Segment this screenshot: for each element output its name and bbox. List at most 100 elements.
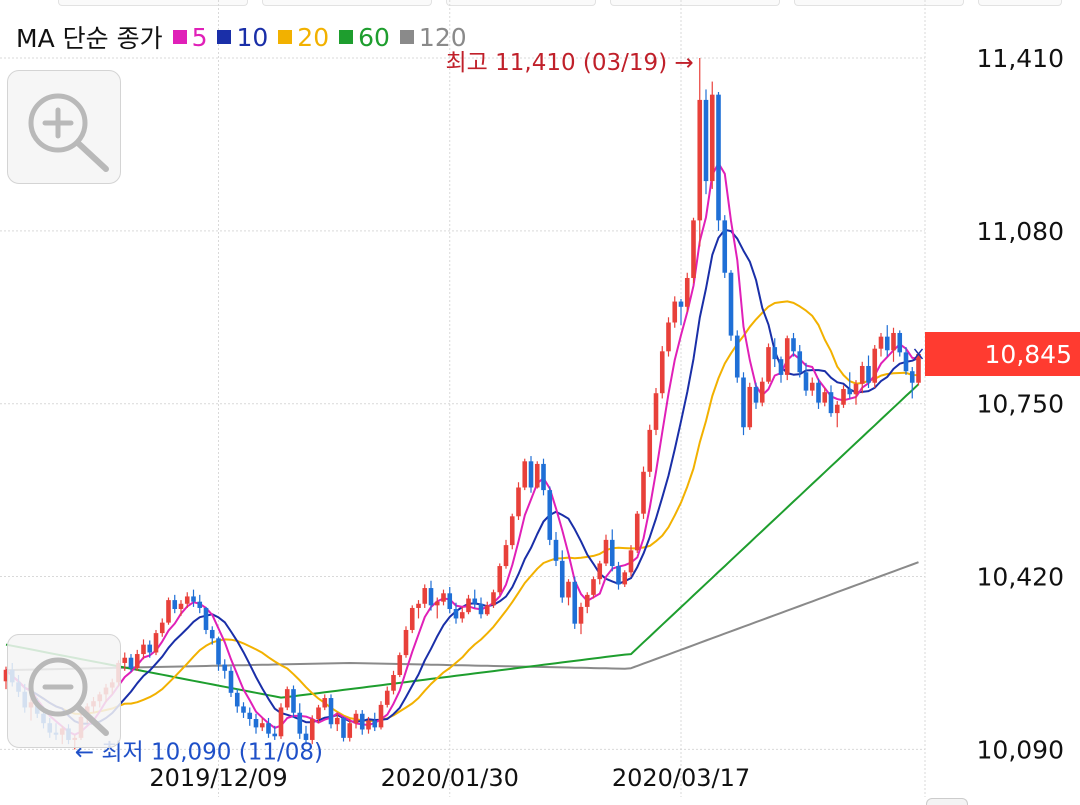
x-axis-ticks: 2019/12/09 2020/01/30 2020/03/17 xyxy=(149,764,750,792)
candle-body xyxy=(716,94,721,221)
candle-body xyxy=(484,605,490,615)
candle-body xyxy=(497,566,503,593)
candle-body xyxy=(878,336,884,349)
candle-body xyxy=(884,336,890,351)
last-price-marker xyxy=(913,348,924,360)
ma120-line xyxy=(5,561,919,672)
candle-body xyxy=(353,713,359,724)
candle-body xyxy=(572,581,578,624)
zoom-in-icon xyxy=(28,93,109,172)
candle-body xyxy=(191,596,196,602)
y-axis-ticks: 11,410 11,080 10,750 10,420 10,090 xyxy=(977,44,1064,764)
legend-item-ma120[interactable]: 120 xyxy=(399,22,467,52)
candle-body xyxy=(466,598,471,613)
y-tick-label: 10,420 xyxy=(977,563,1064,592)
candle-body xyxy=(178,603,184,610)
candle-body xyxy=(222,664,228,671)
legend-label-ma20: 20 xyxy=(297,22,330,52)
candle-body xyxy=(803,372,809,391)
candle-body xyxy=(597,563,603,580)
candle-body xyxy=(547,490,553,540)
candle-body xyxy=(778,359,784,375)
candle-body xyxy=(741,377,746,428)
candle-body xyxy=(822,392,828,403)
top-tab-1[interactable] xyxy=(58,0,248,6)
candle-body xyxy=(478,603,484,615)
candle-body xyxy=(784,338,790,375)
candle-body xyxy=(384,690,390,705)
legend-swatch-ma10 xyxy=(217,30,232,44)
legend-item-ma20[interactable]: 20 xyxy=(278,23,329,52)
candle-body xyxy=(578,606,584,624)
zoom-in-button[interactable] xyxy=(7,70,121,184)
legend-item-ma60[interactable]: 60 xyxy=(339,23,390,52)
candle-body xyxy=(241,706,246,713)
legend-label-ma120: 120 xyxy=(418,22,467,52)
candle-body xyxy=(503,545,509,567)
candle-body xyxy=(434,601,440,606)
candle-body xyxy=(516,487,521,517)
candle-body xyxy=(284,689,290,708)
high-annotation: 최고 11,410 (03/19) → xyxy=(446,50,694,76)
candle-body xyxy=(509,516,515,546)
candle-body xyxy=(541,463,546,491)
candle-body xyxy=(272,733,278,737)
candle-body xyxy=(341,717,346,738)
candle-body xyxy=(728,272,734,336)
candle-body xyxy=(591,579,596,595)
y-tick-label: 11,410 xyxy=(977,44,1064,73)
zoom-out-button[interactable] xyxy=(7,634,121,748)
x-tick-label: 2019/12/09 xyxy=(149,764,287,792)
candle-body xyxy=(609,539,615,567)
candle-body xyxy=(184,596,190,604)
legend-title: MA 단순 종가 xyxy=(16,24,163,53)
candle-body xyxy=(859,365,865,384)
legend-item-ma5[interactable]: 5 xyxy=(172,23,207,52)
candle-body xyxy=(641,471,646,514)
x-tick-label: 2020/01/30 xyxy=(381,764,519,792)
candle-body xyxy=(891,332,896,351)
candle-body xyxy=(491,592,496,606)
candle-body xyxy=(278,707,284,737)
candle-body xyxy=(722,220,728,273)
candle-body xyxy=(334,717,340,725)
candle-body xyxy=(147,644,153,653)
candle-body xyxy=(772,347,778,360)
candle-body xyxy=(366,720,371,730)
candle-body xyxy=(303,733,309,740)
candle-body xyxy=(659,351,665,394)
legend-item-ma10[interactable]: 10 xyxy=(217,23,268,52)
top-tab-3[interactable] xyxy=(446,0,596,6)
candle-body xyxy=(122,657,128,663)
candle-body xyxy=(166,600,171,623)
candle-body xyxy=(397,655,403,676)
y-tick-label: 10,750 xyxy=(977,390,1064,419)
scroll-handle[interactable] xyxy=(926,798,968,805)
candle-body xyxy=(247,712,253,720)
candle-body xyxy=(691,220,696,278)
candle-body xyxy=(422,588,428,604)
candle-body xyxy=(409,607,415,630)
top-tab-4[interactable] xyxy=(610,0,780,6)
candle-body xyxy=(828,392,834,414)
candle-body xyxy=(159,622,165,634)
candle-body xyxy=(634,513,640,551)
legend-label-ma10: 10 xyxy=(236,22,269,52)
top-tab-6[interactable] xyxy=(978,0,1062,6)
top-tab-2[interactable] xyxy=(262,0,432,6)
candle-body xyxy=(347,723,353,738)
candle-body xyxy=(453,609,459,619)
candle-body xyxy=(391,675,396,691)
candle-body xyxy=(753,386,759,403)
candle-body xyxy=(309,719,315,740)
top-tab-5[interactable] xyxy=(794,0,964,6)
candle-body xyxy=(459,612,465,619)
candle-body xyxy=(872,348,878,383)
candle-body xyxy=(797,351,803,373)
candle-body xyxy=(378,704,384,728)
candle-body xyxy=(766,347,771,382)
candle-body xyxy=(253,719,259,728)
candle-body xyxy=(616,566,621,585)
candle-body xyxy=(328,698,334,725)
